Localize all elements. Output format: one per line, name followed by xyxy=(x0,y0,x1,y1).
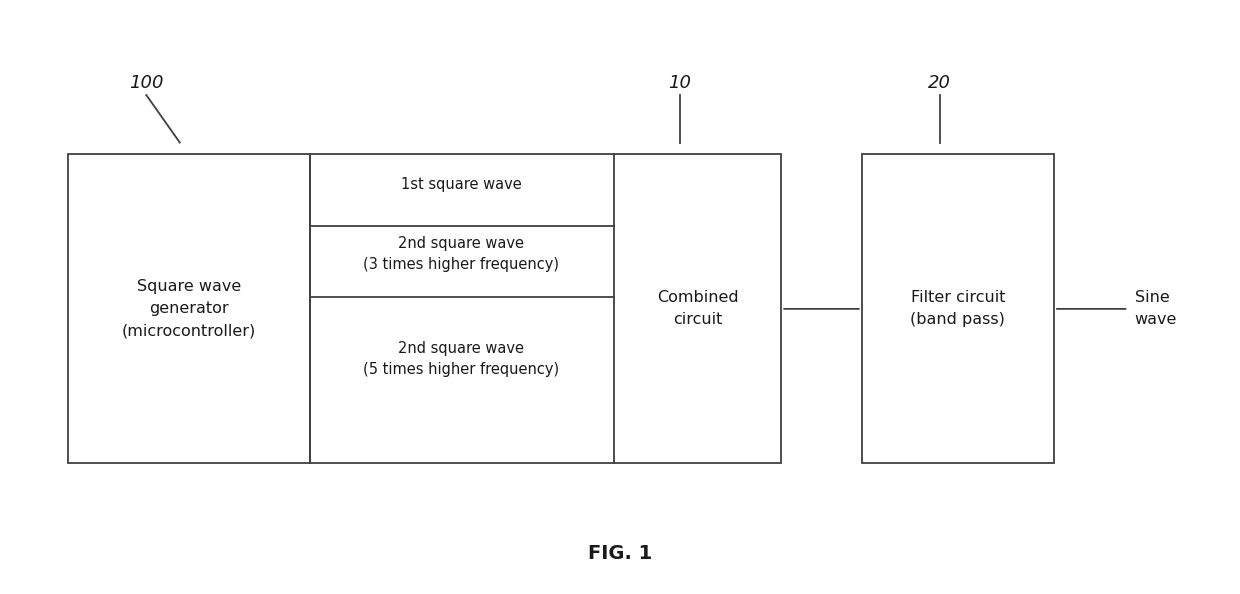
Text: 2nd square wave
(5 times higher frequency): 2nd square wave (5 times higher frequenc… xyxy=(363,342,559,377)
Bar xyxy=(614,154,781,463)
Text: Combined
circuit: Combined circuit xyxy=(657,290,738,327)
Text: Sine
wave: Sine wave xyxy=(1135,290,1177,327)
Text: 100: 100 xyxy=(129,74,164,92)
Text: Filter circuit
(band pass): Filter circuit (band pass) xyxy=(910,290,1006,327)
Text: 1st square wave: 1st square wave xyxy=(401,176,522,192)
Bar xyxy=(862,154,1054,463)
Text: Square wave
generator
(microcontroller): Square wave generator (microcontroller) xyxy=(122,279,257,339)
Text: FIG. 1: FIG. 1 xyxy=(588,544,652,563)
Text: 2nd square wave
(3 times higher frequency): 2nd square wave (3 times higher frequenc… xyxy=(363,236,559,271)
Bar xyxy=(68,154,310,463)
Text: 10: 10 xyxy=(668,74,691,92)
Text: 20: 20 xyxy=(929,74,951,92)
